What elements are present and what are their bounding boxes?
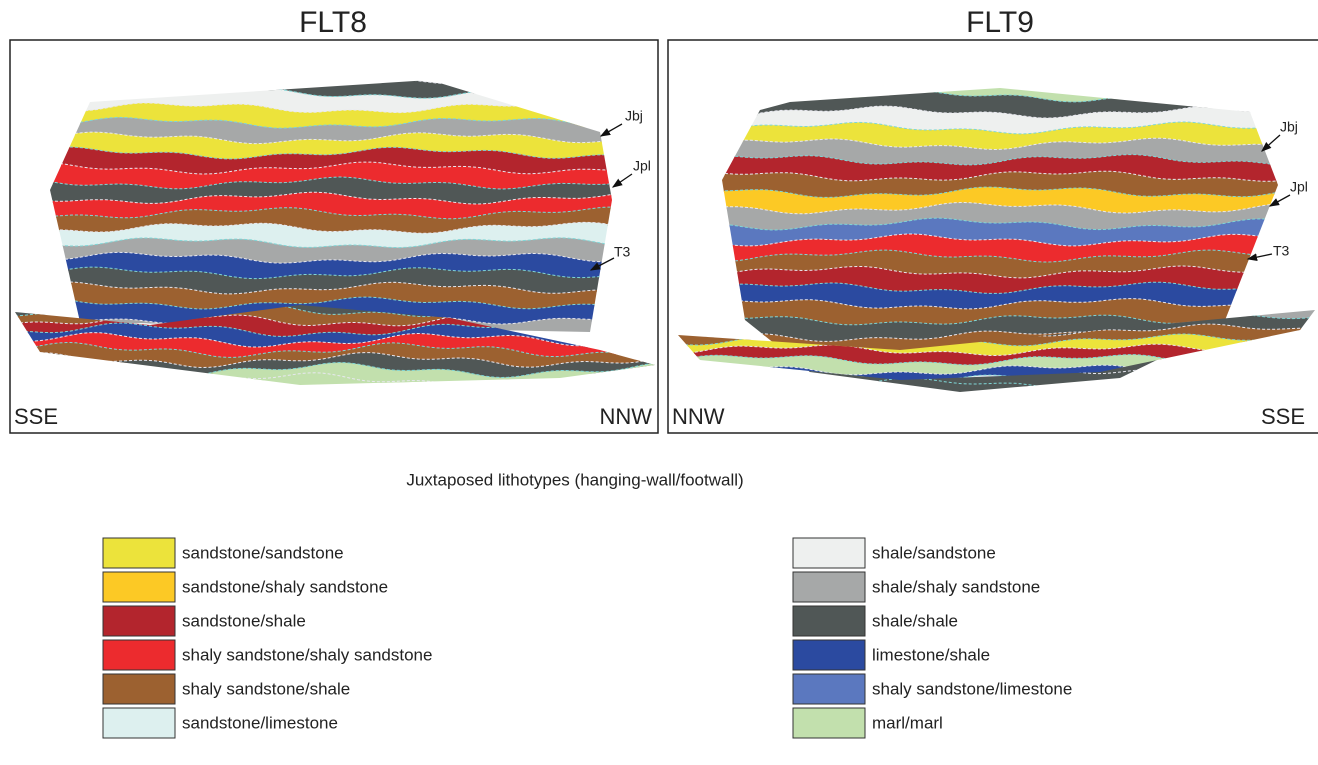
layer-boundary bbox=[715, 394, 1285, 406]
legend-label: shaly sandstone/shaly sandstone bbox=[182, 645, 432, 664]
orientation-label: SSE bbox=[14, 404, 58, 429]
legend-swatch bbox=[103, 708, 175, 738]
lithotype-band bbox=[715, 394, 1285, 424]
legend-label: sandstone/shale bbox=[182, 611, 306, 630]
horizon-label: Jbj bbox=[1280, 119, 1298, 135]
legend-label: marl/marl bbox=[872, 713, 943, 732]
horizon-label: T3 bbox=[614, 244, 631, 260]
lithotype-band bbox=[40, 72, 616, 100]
legend-label: shale/sandstone bbox=[872, 543, 996, 562]
legend-swatch bbox=[793, 708, 865, 738]
horizon-label: Jpl bbox=[633, 158, 651, 174]
fault-surfaces bbox=[10, 72, 1317, 424]
legend-label: shaly sandstone/limestone bbox=[872, 679, 1072, 698]
orientation-label: SSE bbox=[1261, 404, 1305, 429]
panel-title: FLT8 bbox=[299, 6, 367, 39]
legend-label: shale/shaly sandstone bbox=[872, 577, 1040, 596]
panel-title: FLT9 bbox=[966, 6, 1034, 39]
legend-label: sandstone/limestone bbox=[182, 713, 338, 732]
legend-label: shaly sandstone/shale bbox=[182, 679, 350, 698]
legend-label: sandstone/shaly sandstone bbox=[182, 577, 388, 596]
legend: sandstone/sandstone sandstone/shaly sands… bbox=[103, 538, 1072, 738]
legend-swatch bbox=[793, 640, 865, 670]
legend-swatch bbox=[103, 606, 175, 636]
legend-swatch bbox=[103, 572, 175, 602]
layer-boundary bbox=[715, 74, 1285, 86]
horizon-label: T3 bbox=[1273, 243, 1290, 259]
horizon-label: Jpl bbox=[1290, 179, 1308, 195]
legend-label: shale/shale bbox=[872, 611, 958, 630]
legend-label: limestone/shale bbox=[872, 645, 990, 664]
figure: FLT8 FLT9 SSE NNW NNW SSE Jbj Jpl T3 Jbj… bbox=[0, 0, 1318, 765]
legend-title: Juxtaposed lithotypes (hanging-wall/foot… bbox=[406, 470, 743, 489]
horizon-label: Jbj bbox=[625, 108, 643, 124]
legend-swatch bbox=[793, 606, 865, 636]
legend-swatch bbox=[793, 572, 865, 602]
legend-swatch bbox=[103, 674, 175, 704]
legend-swatch bbox=[793, 674, 865, 704]
legend-swatch bbox=[793, 538, 865, 568]
orientation-label: NNW bbox=[599, 404, 652, 429]
layer-boundary bbox=[40, 72, 616, 84]
orientation-label: NNW bbox=[672, 404, 725, 429]
legend-swatch bbox=[103, 538, 175, 568]
legend-label: sandstone/sandstone bbox=[182, 543, 344, 562]
legend-swatch bbox=[103, 640, 175, 670]
